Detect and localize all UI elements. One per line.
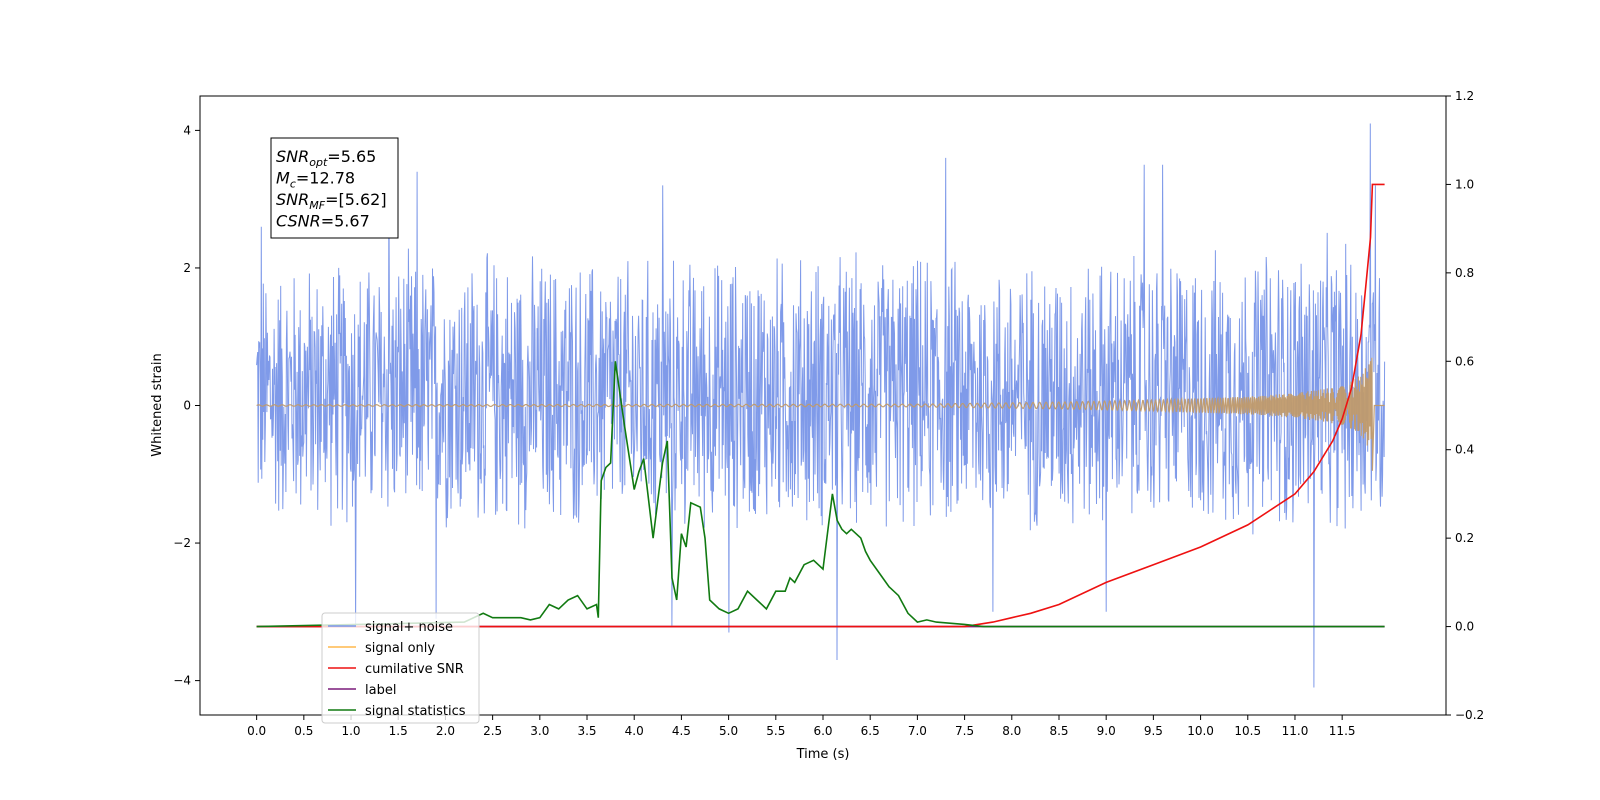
y2-tick-label: 0.6 <box>1455 354 1474 368</box>
x-tick-label: 2.5 <box>483 724 502 738</box>
x-tick-label: 9.0 <box>1097 724 1116 738</box>
y2-tick-label: 0.4 <box>1455 443 1474 457</box>
x-tick-label: 0.0 <box>247 724 266 738</box>
legend-label: label <box>365 683 396 698</box>
y2-tick-label: 1.2 <box>1455 89 1474 103</box>
y2-tick-label: 1.0 <box>1455 177 1474 191</box>
y-axis-label: Whitened strain <box>150 353 165 456</box>
x-tick-label: 9.5 <box>1144 724 1163 738</box>
x-tick-label: 6.5 <box>861 724 880 738</box>
annotation-line: Mc=12.78 <box>276 169 355 191</box>
y-tick-label: −2 <box>173 536 191 550</box>
x-tick-label: 3.0 <box>530 724 549 738</box>
cumulative-snr-line <box>256 183 1385 628</box>
x-tick-label: 10.5 <box>1234 724 1261 738</box>
x-tick-label: 7.5 <box>955 724 974 738</box>
legend: signal+ noise signal only cumilative SNR la… <box>321 612 480 724</box>
legend-frame <box>321 612 480 724</box>
y2-tick-label: 0.2 <box>1455 531 1474 545</box>
legend-label: signal only <box>365 641 435 656</box>
y-tick-label: 2 <box>183 261 191 275</box>
x-tick-label: 5.0 <box>719 724 738 738</box>
annotation-line: SNRopt=5.65 <box>276 147 376 169</box>
legend-label: cumilative SNR <box>365 662 464 677</box>
annotation-line: SNRMF=[5.62] <box>276 190 387 212</box>
y-tick-label: −4 <box>173 674 191 688</box>
x-tick-label: 8.5 <box>1049 724 1068 738</box>
x-tick-label: 4.0 <box>625 724 644 738</box>
legend-label: signal+ noise <box>365 620 453 635</box>
y2-tick-label: 0.0 <box>1455 620 1474 634</box>
x-tick-label: 4.5 <box>672 724 691 738</box>
x-tick-label: 6.0 <box>813 724 832 738</box>
x-tick-label: 1.0 <box>341 724 360 738</box>
y-tick-label: 0 <box>183 399 191 413</box>
signal-statistics-line <box>256 361 1385 628</box>
x-tick-label: 1.5 <box>389 724 408 738</box>
annotation-line: CSNR=5.67 <box>276 212 370 231</box>
x-tick-label: 10.0 <box>1187 724 1214 738</box>
legend-label: signal statistics <box>365 704 466 719</box>
y2-tick-label: 0.8 <box>1455 266 1474 280</box>
annotation-frame <box>270 137 399 239</box>
x-tick-label: 3.5 <box>577 724 596 738</box>
x-tick-label: 2.0 <box>436 724 455 738</box>
x-axis-label: Time (s) <box>796 747 850 762</box>
x-tick-label: 8.0 <box>1002 724 1021 738</box>
x-tick-label: 11.5 <box>1329 724 1356 738</box>
x-tick-label: 5.5 <box>766 724 785 738</box>
x-tick-label: 11.0 <box>1282 724 1309 738</box>
y-tick-label: 4 <box>183 123 191 137</box>
x-tick-label: 0.5 <box>294 724 313 738</box>
signal-only-line <box>256 357 1385 471</box>
ticks-layer: 0.0 0.5 1.0 1.5 2.0 2.5 3.0 3.5 4.0 4.5 5.0 5.5 6.0 6… <box>173 89 1484 738</box>
x-tick-label: 7.0 <box>908 724 927 738</box>
signal-noise-line <box>256 123 1386 688</box>
y2-tick-label: −0.2 <box>1455 708 1484 722</box>
